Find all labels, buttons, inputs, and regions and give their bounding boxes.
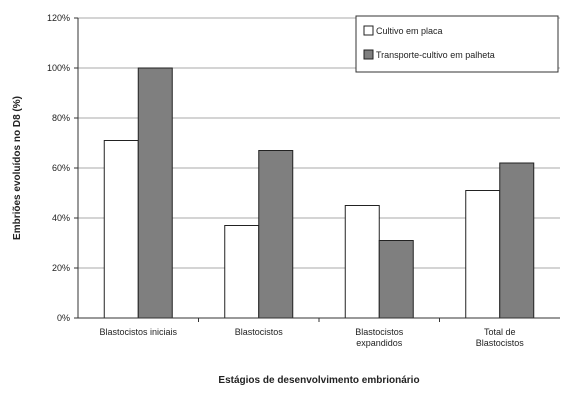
legend-label: Cultivo em placa bbox=[376, 26, 443, 36]
bar bbox=[465, 190, 501, 319]
bar bbox=[499, 162, 535, 319]
legend-swatch bbox=[363, 49, 374, 60]
legend-label: Transporte-cultivo em palheta bbox=[376, 50, 495, 60]
x-category-label: Blastocistos iniciais bbox=[99, 327, 177, 337]
bar-layer bbox=[103, 67, 535, 319]
x-category-label: Blastocistos bbox=[235, 327, 284, 337]
x-category-label: expandidos bbox=[356, 338, 403, 348]
bar bbox=[137, 67, 173, 319]
bar bbox=[224, 225, 260, 319]
y-tick-label: 20% bbox=[52, 263, 70, 273]
x-category-label: Blastocistos bbox=[355, 327, 404, 337]
bar bbox=[378, 240, 414, 319]
bar bbox=[103, 140, 139, 319]
y-tick-label: 100% bbox=[47, 63, 70, 73]
y-axis-title: Embriões evoluídos no D8 (%) bbox=[12, 96, 23, 240]
legend-swatch bbox=[363, 25, 374, 36]
y-tick-label: 40% bbox=[52, 213, 70, 223]
bar bbox=[344, 205, 380, 319]
y-tick-label: 80% bbox=[52, 113, 70, 123]
axis-layer bbox=[74, 17, 560, 322]
y-tick-label: 120% bbox=[47, 13, 70, 23]
label-layer: 0% 20% 40% 60% 80% 100% 120% Blastocistos inici… bbox=[12, 13, 524, 386]
legend-box bbox=[355, 15, 559, 73]
y-tick-label: 0% bbox=[57, 313, 70, 323]
x-axis-title: Estágios de desenvolvimento embrionário bbox=[218, 375, 419, 386]
x-category-label: Total de bbox=[484, 327, 516, 337]
legend: Cultivo em placa Transporte-cultivo em pa… bbox=[355, 15, 559, 73]
y-tick-label: 60% bbox=[52, 163, 70, 173]
bar bbox=[258, 150, 294, 319]
x-category-label: Blastocistos bbox=[476, 338, 525, 348]
